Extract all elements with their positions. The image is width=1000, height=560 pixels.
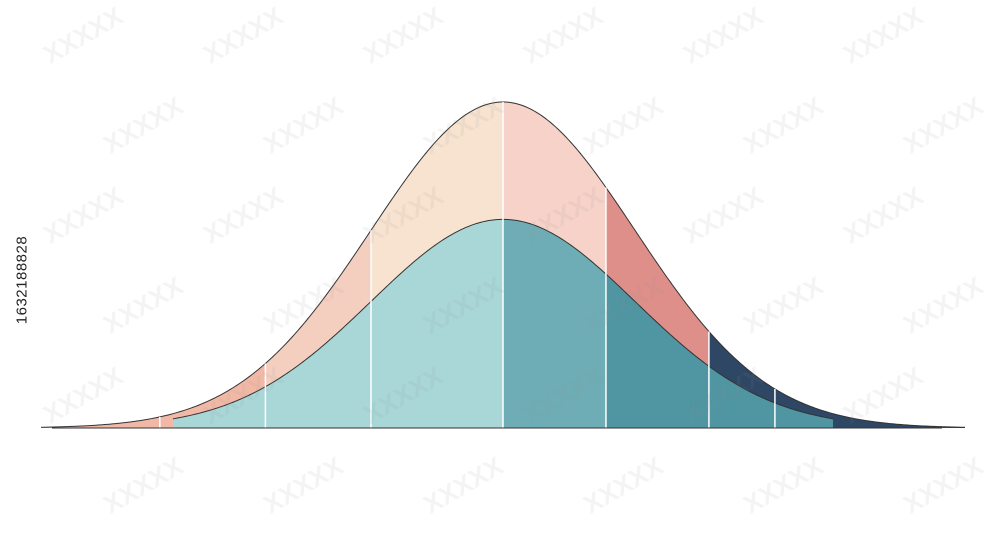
inner-segment-1 [173,219,503,428]
inner-segment-3 [605,274,833,428]
stock-image-id: 1632188828 [13,235,31,325]
inner-segment-2 [503,219,606,428]
inner-curve-segments [173,219,833,428]
segment-dividers [159,102,776,428]
